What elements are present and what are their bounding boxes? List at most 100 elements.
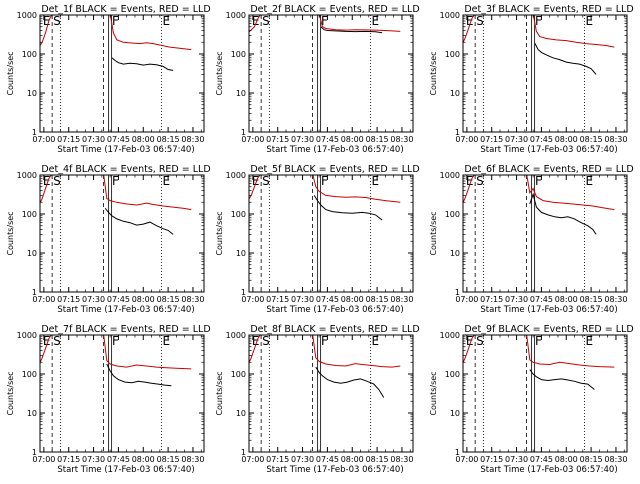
x-tick-label: 08:30 [604,135,627,144]
x-tick-label: 07:30 [82,295,105,304]
x-axis-label: Start Time (17-Feb-03 06:57:40) [266,145,403,155]
interval-marker-label: E [252,174,260,188]
y-tick-label: 1 [32,448,37,457]
y-tick-label: 10 [450,89,460,98]
panel-title: Det_3f BLACK = Events, RED = LLD [464,4,633,15]
interval-marker-label: S [476,14,484,28]
x-axis-label: Start Time (17-Feb-03 06:57:40) [57,465,194,475]
y-tick-label: 1000 [440,11,460,20]
plot-frame [248,174,414,293]
events-series-line [313,195,383,221]
y-tick-label: 100 [22,50,37,59]
x-tick-label: 07:45 [530,295,553,304]
y-tick-label: 1000 [440,171,460,180]
x-tick-label: 07:45 [107,295,130,304]
x-tick-label: 07:45 [316,135,339,144]
y-tick-label: 100 [22,370,37,379]
interval-marker-label: F [321,14,328,28]
interval-marker-label: E [252,334,260,348]
x-tick-label: 07:00 [241,455,264,464]
plot-frame [248,334,414,453]
interval-marker-label: E [466,14,474,28]
x-axis-label: Start Time (17-Feb-03 06:57:40) [480,305,617,315]
interval-marker-label: S [476,174,484,188]
x-tick-label: 08:00 [341,295,364,304]
panel-title: Det_2f BLACK = Events, RED = LLD [250,4,419,15]
interval-marker-label: F [321,334,328,348]
events-series-line [320,26,383,34]
x-tick-label: 08:15 [580,295,603,304]
x-tick-label: 07:15 [266,135,289,144]
x-tick-label: 08:30 [181,135,204,144]
x-tick-label: 07:30 [291,135,314,144]
plot-frame [39,14,205,133]
y-axis-label: Counts/sec [6,51,15,95]
x-tick-label: 08:00 [555,295,578,304]
panel-title: Det_5f BLACK = Events, RED = LLD [250,164,419,175]
y-tick-label: 10 [236,249,246,258]
x-tick-label: 08:30 [181,295,204,304]
x-tick-label: 08:00 [132,135,155,144]
x-tick-label: 08:15 [366,295,389,304]
interval-marker-label: E [585,14,593,28]
y-tick-label: 1000 [17,171,37,180]
x-axis-label: Start Time (17-Feb-03 06:57:40) [57,305,194,315]
events-series-line [529,192,597,235]
y-tick-label: 100 [445,370,460,379]
interval-marker-label: E [371,174,379,188]
x-tick-label: 07:00 [455,455,478,464]
y-axis-label: Counts/sec [6,211,15,255]
plot-frame [462,14,628,133]
x-axis-label: Start Time (17-Feb-03 06:57:40) [57,145,194,155]
y-tick-label: 1000 [226,11,246,20]
x-axis-label: Start Time (17-Feb-03 06:57:40) [266,465,403,475]
events-series-line [315,366,385,398]
x-tick-label: 08:15 [580,455,603,464]
interval-marker-label: E [162,334,170,348]
x-axis-label: Start Time (17-Feb-03 06:57:40) [480,145,617,155]
x-tick-label: 08:15 [157,135,180,144]
x-tick-label: 07:45 [530,135,553,144]
interval-marker-label: S [53,174,61,188]
x-tick-label: 08:15 [366,455,389,464]
interval-marker-label: F [112,334,119,348]
panel-title: Det_1f BLACK = Events, RED = LLD [41,4,210,15]
y-tick-label: 1 [241,128,246,137]
x-tick-label: 08:30 [181,455,204,464]
interval-marker-label: S [262,14,270,28]
y-axis-label: Counts/sec [429,371,438,415]
y-axis-label: Counts/sec [215,51,224,95]
interval-marker-label: E [466,174,474,188]
interval-marker-label: F [112,14,119,28]
y-tick-label: 100 [231,370,246,379]
y-axis-label: Counts/sec [429,211,438,255]
interval-marker-label: E [371,14,379,28]
interval-marker-label: E [162,174,170,188]
interval-marker-label: F [535,334,542,348]
interval-marker-label: F [321,174,328,188]
y-axis-label: Counts/sec [429,51,438,95]
x-tick-label: 08:00 [555,455,578,464]
y-tick-label: 1000 [226,331,246,340]
plot-frame [462,334,628,453]
y-tick-label: 1 [455,448,460,457]
x-tick-label: 07:45 [107,135,130,144]
lld-series-line [463,335,615,368]
interval-marker-label: E [43,174,51,188]
y-axis-label: Counts/sec [215,371,224,415]
y-tick-label: 100 [231,210,246,219]
y-tick-label: 10 [450,409,460,418]
x-tick-label: 08:30 [604,295,627,304]
events-series-line [104,207,174,235]
y-tick-label: 1 [32,128,37,137]
panel-title: Det_7f BLACK = Events, RED = LLD [41,324,210,335]
interval-marker-label: E [43,14,51,28]
interval-marker-label: E [252,14,260,28]
x-axis-label: Start Time (17-Feb-03 06:57:40) [266,305,403,315]
events-series-line [106,363,172,387]
